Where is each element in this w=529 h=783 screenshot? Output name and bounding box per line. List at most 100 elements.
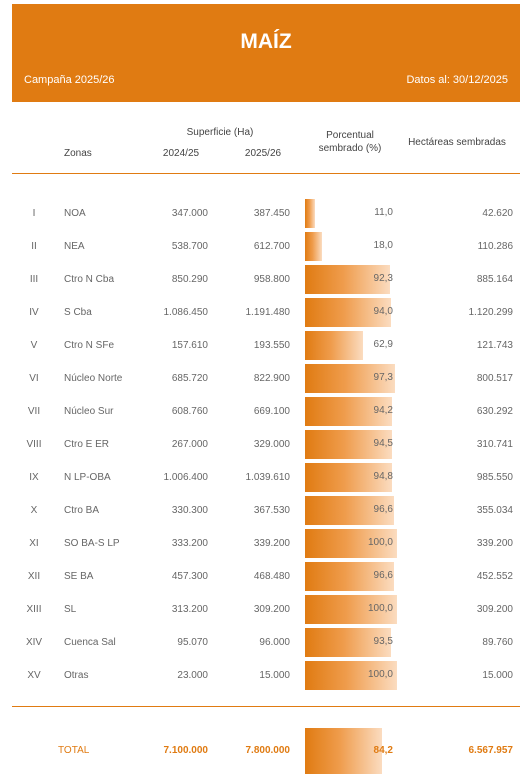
pct-bar: 18,0 <box>305 232 397 261</box>
total-divider <box>12 706 520 707</box>
col-header-year1: 2024/25 <box>162 148 200 159</box>
surface-2024-25: 333.200 <box>171 538 208 549</box>
total-2024-25: 7.100.000 <box>163 745 209 756</box>
surface-2025-26: 367.530 <box>253 505 290 516</box>
hectares-sown: 42.620 <box>482 208 513 219</box>
pct-bar-fill <box>305 298 392 327</box>
pct-value: 96,6 <box>373 570 393 581</box>
pct-bar-fill <box>305 265 390 294</box>
pct-bar: 11,0 <box>305 199 397 228</box>
col-header-zones: Zonas <box>64 148 92 159</box>
zone-number: V <box>30 340 38 351</box>
zone-name: SO BA-S LP <box>64 538 120 549</box>
data-date-label: Datos al: 30/12/2025 <box>406 74 508 86</box>
pct-value: 96,6 <box>373 504 393 515</box>
hectares-sown: 121.743 <box>476 340 513 351</box>
surface-2024-25: 850.290 <box>171 274 208 285</box>
zone-number: VI <box>29 373 39 384</box>
pct-bar-fill <box>305 562 394 591</box>
hectares-sown: 89.760 <box>482 637 513 648</box>
total-2025-26: 7.800.000 <box>245 745 291 756</box>
zone-number: II <box>31 241 37 252</box>
surface-2025-26: 15.000 <box>259 670 290 681</box>
surface-2024-25: 95.070 <box>177 637 208 648</box>
col-header-hectares: Hectáreas sembradas <box>408 137 506 148</box>
surface-2025-26: 669.100 <box>253 406 290 417</box>
col-header-pct: Porcentual sembrado (%) <box>300 129 400 155</box>
surface-2025-26: 612.700 <box>253 241 290 252</box>
surface-2024-25: 267.000 <box>171 439 208 450</box>
pct-bar-fill <box>305 331 363 360</box>
pct-bar: 96,6 <box>305 562 397 591</box>
pct-bar-fill <box>305 496 394 525</box>
total-hectares: 6.567.957 <box>468 745 514 756</box>
pct-value: 100,0 <box>367 537 393 548</box>
surface-2025-26: 468.480 <box>253 571 290 582</box>
zone-name: Cuenca Sal <box>64 637 116 648</box>
hectares-sown: 452.552 <box>476 571 513 582</box>
pct-bar-fill <box>305 397 392 426</box>
total-label: TOTAL <box>58 745 90 756</box>
table-row: XIII SL 313.200 309.200 309.200 100,0 <box>0 593 529 626</box>
pct-bar: 92,3 <box>305 265 397 294</box>
surface-2024-25: 1.086.450 <box>163 307 209 318</box>
hectares-sown: 985.550 <box>476 472 513 483</box>
surface-2024-25: 157.610 <box>171 340 208 351</box>
pct-value: 100,0 <box>367 669 393 680</box>
col-header-year2: 2025/26 <box>244 148 282 159</box>
pct-value: 100,0 <box>367 603 393 614</box>
zone-number: IV <box>29 307 39 318</box>
surface-2024-25: 685.720 <box>171 373 208 384</box>
zone-number: XIV <box>25 637 43 648</box>
pct-bar-fill <box>305 661 397 690</box>
surface-2025-26: 387.450 <box>253 208 290 219</box>
surface-2025-26: 329.000 <box>253 439 290 450</box>
table-row: II NEA 538.700 612.700 110.286 18,0 <box>0 230 529 263</box>
page-title: MAÍZ <box>240 30 292 53</box>
pct-value: 62,9 <box>373 339 393 350</box>
surface-2025-26: 822.900 <box>253 373 290 384</box>
surface-2025-26: 96.000 <box>259 637 290 648</box>
hectares-sown: 15.000 <box>482 670 513 681</box>
pct-bar-fill <box>305 628 392 657</box>
pct-value: 94,8 <box>373 471 393 482</box>
table-row: XI SO BA-S LP 333.200 339.200 339.200 100,0 <box>0 527 529 560</box>
surface-2025-26: 339.200 <box>253 538 290 549</box>
header-divider <box>12 173 520 174</box>
pct-value: 94,2 <box>373 405 393 416</box>
surface-2024-25: 457.300 <box>171 571 208 582</box>
surface-2024-25: 313.200 <box>171 604 208 615</box>
zone-name: Ctro N Cba <box>64 274 115 285</box>
pct-bar: 62,9 <box>305 331 397 360</box>
zone-name: SL <box>64 604 77 615</box>
table-row: I NOA 347.000 387.450 42.620 11,0 <box>0 197 529 230</box>
zone-number: I <box>32 208 36 219</box>
pct-bar: 100,0 <box>305 661 397 690</box>
table-row: XIV Cuenca Sal 95.070 96.000 89.760 93,5 <box>0 626 529 659</box>
header-banner: MAÍZ Campaña 2025/26 Datos al: 30/12/202… <box>12 4 520 102</box>
surface-2024-25: 330.300 <box>171 505 208 516</box>
total-pct-bar: 84,2 <box>305 728 397 774</box>
zone-name: Ctro N SFe <box>64 340 115 351</box>
total-row: TOTAL 7.100.000 7.800.000 84,2 6.567.957 <box>0 728 529 774</box>
zone-number: III <box>29 274 39 285</box>
table-row: IV S Cba 1.086.450 1.191.480 1.120.299 94,0 <box>0 296 529 329</box>
table-row: III Ctro N Cba 850.290 958.800 885.164 92,3 <box>0 263 529 296</box>
surface-2025-26: 309.200 <box>253 604 290 615</box>
pct-bar: 96,6 <box>305 496 397 525</box>
surface-2024-25: 1.006.400 <box>163 472 209 483</box>
zone-number: XV <box>27 670 41 681</box>
col-header-pct-line2: sembrado (%) <box>318 143 382 154</box>
pct-bar-fill <box>305 595 397 624</box>
pct-bar-fill <box>305 364 395 393</box>
zone-name: NOA <box>64 208 86 219</box>
zone-name: NEA <box>64 241 85 252</box>
col-header-pct-line1: Porcentual <box>326 130 374 141</box>
zone-name: N LP-OBA <box>64 472 111 483</box>
surface-2024-25: 608.760 <box>171 406 208 417</box>
table-row: VIII Ctro E ER 267.000 329.000 310.741 94,5 <box>0 428 529 461</box>
table-row: IX N LP-OBA 1.006.400 1.039.610 985.550 94,8 <box>0 461 529 494</box>
pct-bar: 100,0 <box>305 529 397 558</box>
pct-bar: 93,5 <box>305 628 397 657</box>
hectares-sown: 309.200 <box>476 604 513 615</box>
